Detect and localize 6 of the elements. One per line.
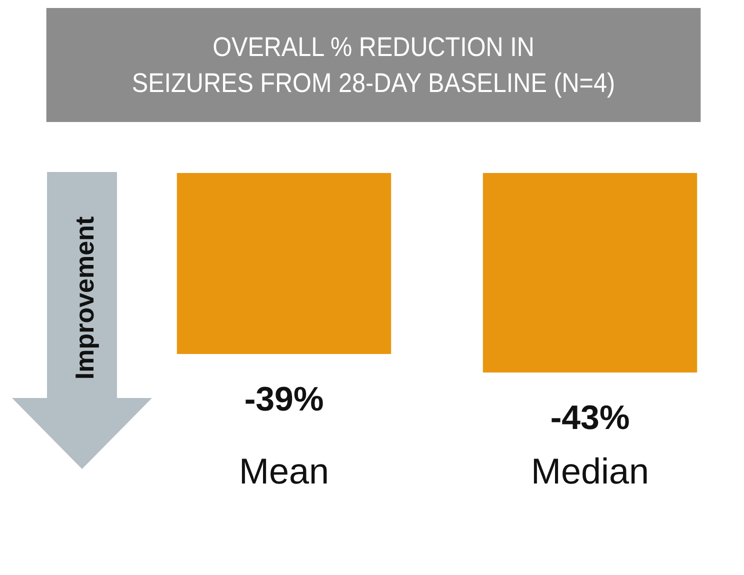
- chart-title: OVERALL % REDUCTION IN SEIZURES FROM 28-DAY BASELINE (N=4): [132, 31, 616, 100]
- data-label: -39%: [244, 380, 324, 418]
- data-label: -43%: [550, 398, 630, 437]
- text: Improvement: [70, 216, 100, 380]
- x-tick-label: Mean: [238, 450, 330, 492]
- x-tick-label: Median: [530, 450, 650, 492]
